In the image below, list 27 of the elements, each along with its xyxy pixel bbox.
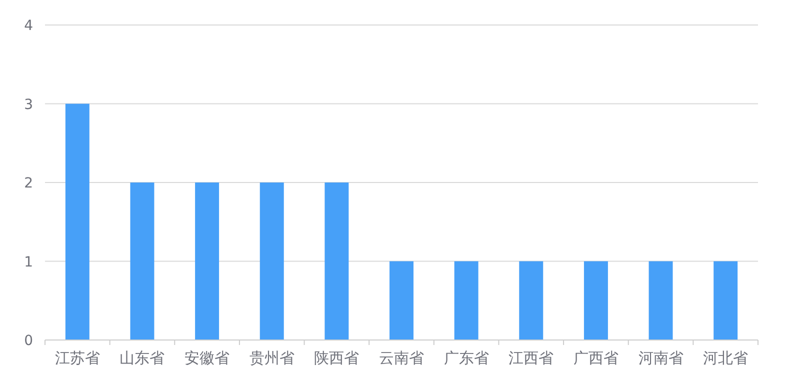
- bar: [584, 261, 608, 340]
- bar: [65, 104, 90, 340]
- x-tick-label: 广东省: [444, 349, 489, 367]
- bar: [519, 261, 544, 340]
- y-tick-label: 4: [24, 18, 34, 34]
- x-tick-label: 广西省: [573, 349, 618, 367]
- x-tick-label: 陕西省: [314, 349, 360, 367]
- bar: [130, 182, 154, 340]
- x-tick-label: 安徽省: [184, 349, 230, 367]
- x-tick-label: 河北省: [703, 349, 748, 367]
- bar: [454, 261, 478, 340]
- x-tick-label: 江西省: [508, 349, 554, 367]
- x-tick-label: 云南省: [379, 349, 424, 367]
- bar: [195, 182, 220, 340]
- y-tick-label: 1: [24, 254, 33, 270]
- bar: [714, 261, 738, 340]
- y-tick-label: 3: [24, 96, 33, 113]
- bar: [324, 182, 349, 340]
- x-tick-label: 贵州省: [249, 349, 294, 367]
- bar: [260, 182, 284, 340]
- y-tick-label: 2: [24, 176, 33, 192]
- x-tick-label: 河南省: [638, 349, 684, 367]
- y-tick-label: 0: [24, 333, 33, 349]
- x-tick-label: 江苏省: [54, 349, 100, 367]
- bar: [648, 261, 673, 340]
- bar: [390, 261, 414, 340]
- x-tick-label: 山东省: [120, 349, 165, 367]
